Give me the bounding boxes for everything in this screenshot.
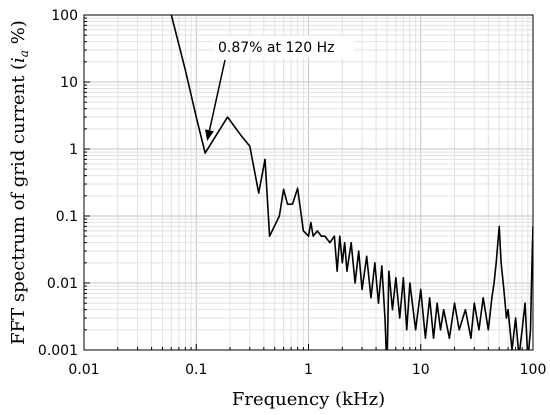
y-axis-title-subscript: a — [17, 50, 31, 57]
y-tick-label: 1 — [69, 142, 78, 158]
y-axis-title: FFT spectrum of grid current (ia %) — [8, 20, 31, 345]
y-tick-label: 0.001 — [38, 343, 78, 359]
y-axis-title-prefix: FFT spectrum of grid current ( — [8, 63, 29, 345]
x-tick-label: 0.1 — [185, 362, 207, 378]
x-tick-label: 1 — [304, 362, 313, 378]
y-axis-title-suffix: %) — [8, 20, 29, 50]
annotation-arrow-head — [205, 129, 214, 142]
annotation-background — [214, 36, 354, 58]
y-tick-label: 0.1 — [56, 209, 78, 225]
axis-ticks — [83, 17, 529, 351]
x-axis-title: Frequency (kHz) — [232, 389, 385, 410]
annotation: 0.87% at 120 Hz — [205, 36, 354, 142]
annotation-arrow-line — [208, 59, 226, 131]
y-tick-label: 100 — [51, 8, 78, 24]
spectrum-line — [170, 15, 533, 350]
y-axis-title-variable: i — [8, 57, 29, 63]
x-tick-labels: 0.01 0.1 1 10 100 — [68, 362, 546, 378]
y-tick-label: 0.01 — [47, 276, 78, 292]
x-tick-label: 0.01 — [68, 362, 99, 378]
grid-lines — [83, 15, 533, 351]
annotation-label: 0.87% at 120 Hz — [218, 40, 335, 56]
y-tick-labels: 0.001 0.01 0.1 1 10 100 — [38, 8, 78, 359]
x-tick-label: 10 — [412, 362, 430, 378]
series-group — [170, 15, 533, 350]
x-tick-label: 100 — [520, 362, 547, 378]
y-tick-label: 10 — [60, 75, 78, 91]
